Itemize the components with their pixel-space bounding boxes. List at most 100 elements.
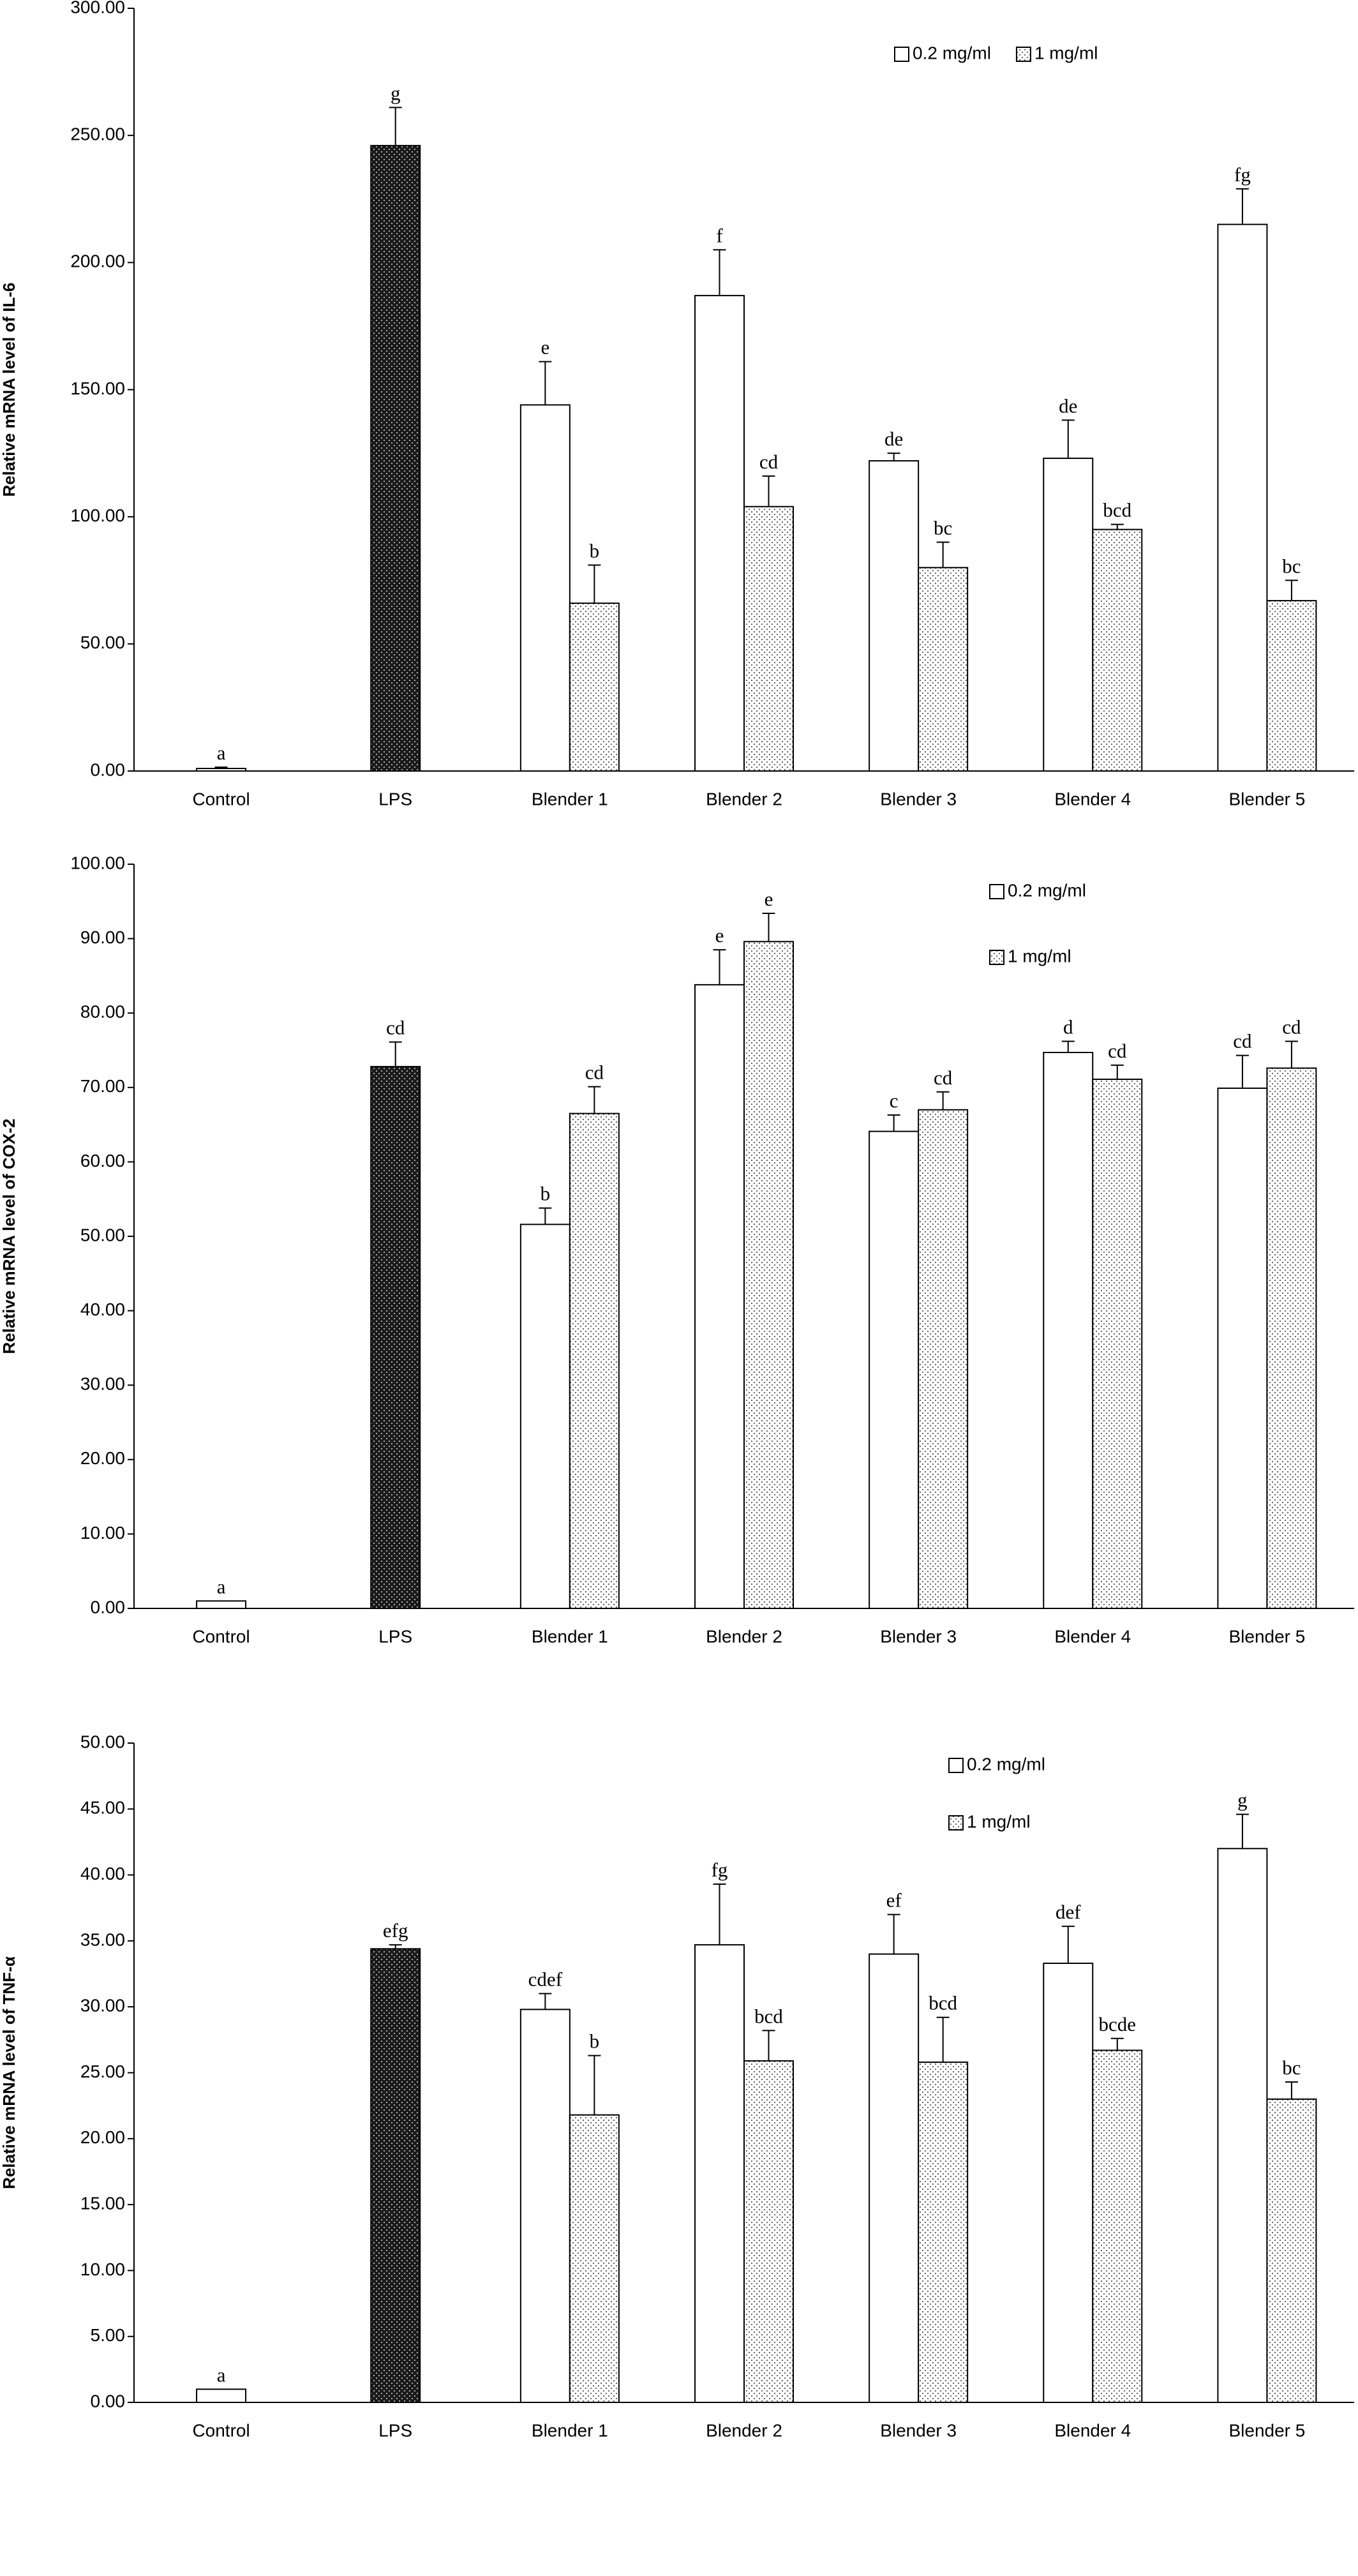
y-tick-label: 100.00 (70, 853, 125, 872)
x-tick-label: Blender 3 (880, 1626, 957, 1646)
significance-letter: d (1063, 1016, 1073, 1038)
bar (1043, 1963, 1094, 2403)
bar (519, 404, 571, 772)
x-tick-label: Blender 4 (1054, 2420, 1131, 2440)
x-tick-label: Blender 3 (880, 789, 957, 809)
y-tick-label: 45.00 (80, 1798, 125, 1818)
bar (1266, 600, 1317, 772)
bar (1043, 458, 1094, 772)
significance-letter: fg (1234, 163, 1251, 186)
bar (1266, 1067, 1317, 1609)
legend-swatch (1015, 47, 1031, 62)
significance-letter: a (217, 2363, 226, 2386)
legend-swatch (948, 1758, 964, 1773)
significance-letter: c (890, 1090, 899, 1112)
bar (694, 984, 745, 1609)
significance-letter: ef (886, 1889, 902, 1912)
significance-letter: bc (934, 517, 952, 539)
y-tick-label: 60.00 (80, 1151, 125, 1171)
x-tick-label: Blender 2 (706, 1626, 782, 1646)
significance-letter: bcd (1103, 499, 1131, 521)
x-tick-label: Blender 4 (1054, 1626, 1131, 1646)
bar (743, 2060, 794, 2403)
y-tick-label: 100.00 (70, 505, 125, 525)
significance-letter: bc (1282, 2056, 1301, 2079)
legend-label: 1 mg/ml (1008, 946, 1071, 966)
bar (1092, 528, 1143, 772)
y-tick-label: 30.00 (80, 1374, 125, 1394)
y-axis-label: Relative mRNA level of TNF-α (0, 1956, 19, 2189)
x-tick-label: Blender 5 (1228, 1626, 1305, 1646)
y-tick-label: 15.00 (80, 2193, 125, 2213)
bar (1217, 1087, 1268, 1609)
legend-label: 0.2 mg/ml (913, 43, 991, 63)
bar (918, 2061, 969, 2403)
legend-label: 0.2 mg/ml (967, 1754, 1045, 1774)
y-tick-label: 80.00 (80, 1002, 125, 1022)
y-tick-label: 200.00 (70, 251, 125, 271)
y-axis-label: Relative mRNA level of IL-6 (0, 283, 19, 497)
bar (1217, 223, 1268, 772)
significance-letter: fg (712, 1859, 728, 1881)
bar (196, 2388, 247, 2404)
y-tick-label: 30.00 (80, 1996, 125, 2016)
y-tick-label: 300.00 (70, 0, 125, 17)
x-tick-label: Blender 5 (1228, 2420, 1305, 2440)
y-tick-label: 0.00 (91, 760, 126, 779)
significance-letter: cdef (528, 1968, 563, 1991)
significance-letter: de (1059, 394, 1077, 417)
significance-letter: cd (759, 451, 779, 473)
y-tick-label: 10.00 (80, 1523, 125, 1543)
significance-letter: bcd (754, 2005, 783, 2027)
x-tick-label: Control (192, 1626, 250, 1646)
y-tick-label: 35.00 (80, 1929, 125, 1949)
bar (196, 768, 247, 772)
bar (569, 2114, 620, 2404)
significance-letter: cd (1282, 1016, 1301, 1038)
legend-swatch (894, 47, 909, 62)
bar (370, 1948, 421, 2403)
significance-letter: b (541, 1183, 551, 1205)
significance-letter: g (1237, 1789, 1248, 1811)
x-tick-label: Blender 1 (532, 2420, 608, 2440)
y-tick-label: 25.00 (80, 2062, 125, 2081)
significance-letter: f (716, 224, 723, 246)
x-tick-label: Blender 4 (1054, 789, 1131, 809)
y-tick-label: 20.00 (80, 2127, 125, 2147)
legend-swatch (989, 884, 1004, 899)
x-tick-label: Blender 1 (532, 789, 608, 809)
significance-letter: cd (934, 1067, 953, 1089)
bar (743, 941, 794, 1609)
bar (918, 567, 969, 772)
x-tick-label: Control (192, 2420, 250, 2440)
significance-letter: cd (585, 1061, 604, 1084)
bar (1092, 1078, 1143, 1609)
significance-letter: bcd (929, 1992, 957, 2014)
x-tick-label: Blender 3 (880, 2420, 957, 2440)
significance-letter: g (391, 82, 401, 104)
y-tick-label: 0.00 (91, 1597, 126, 1617)
bar (1266, 2098, 1317, 2404)
bar (918, 1109, 969, 1609)
bar (1043, 1051, 1094, 1610)
y-tick-label: 250.00 (70, 124, 125, 144)
significance-letter: cd (1108, 1040, 1127, 1062)
bar (743, 505, 794, 772)
significance-letter: efg (383, 1919, 408, 1942)
bar (869, 1130, 920, 1609)
bar (569, 603, 620, 772)
y-tick-label: 50.00 (80, 633, 125, 652)
bar (519, 1224, 571, 1609)
significance-letter: b (590, 539, 600, 562)
bar (869, 460, 920, 772)
y-tick-label: 40.00 (80, 1299, 125, 1319)
significance-letter: bcde (1099, 2013, 1137, 2035)
bar (1217, 1848, 1268, 2403)
bar (1092, 2049, 1143, 2403)
y-tick-label: 90.00 (80, 927, 125, 947)
bar (569, 1112, 620, 1609)
y-tick-label: 10.00 (80, 2259, 125, 2279)
y-tick-label: 50.00 (80, 1225, 125, 1245)
bar (196, 1600, 247, 1610)
significance-letter: b (590, 2030, 600, 2053)
